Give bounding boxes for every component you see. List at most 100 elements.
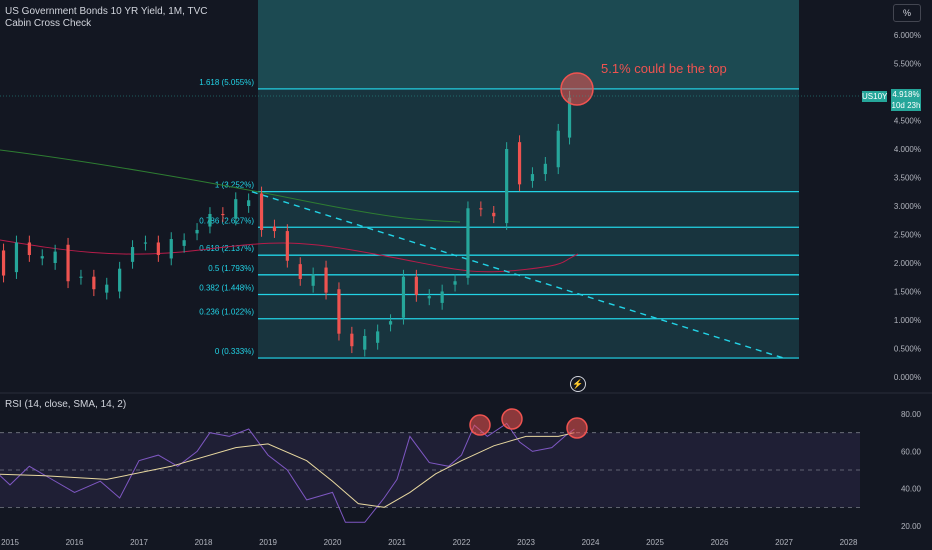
- bar-countdown: 10d 23h: [891, 101, 921, 110]
- candle-body: [556, 130, 560, 168]
- candle-body: [376, 331, 380, 343]
- candle-body: [466, 208, 470, 278]
- fib-level-label: 0.382 (1.448%): [199, 283, 254, 292]
- candle-body: [208, 213, 212, 227]
- ma-long-line: [0, 149, 461, 223]
- x-tick-label: 2023: [517, 538, 535, 547]
- candle-body: [143, 242, 148, 244]
- x-tick-label: 2019: [259, 538, 277, 547]
- candle-body: [66, 244, 70, 282]
- x-tick-label: 2015: [1, 538, 19, 547]
- candle-body: [156, 242, 160, 256]
- x-tick-label: 2021: [388, 538, 406, 547]
- candle-body: [492, 212, 496, 217]
- candle-body: [53, 251, 57, 263]
- y-tick-label: 3.000%: [894, 202, 921, 211]
- rsi-highlight-circle: [501, 408, 523, 430]
- rsi-y-tick-label: 80.00: [901, 410, 922, 419]
- candle-body: [363, 335, 367, 350]
- rsi-highlight-circle: [566, 417, 588, 439]
- fib-extension-zone: [258, 0, 799, 88]
- rsi-label: RSI (14, close, SMA, 14, 2): [5, 399, 127, 410]
- y-tick-label: 3.500%: [894, 174, 921, 183]
- rsi-y-tick-label: 60.00: [901, 447, 922, 456]
- candle-body: [517, 142, 522, 185]
- chart-title: US Government Bonds 10 YR Yield, 1M, TVC: [5, 6, 208, 17]
- candle-body: [118, 268, 122, 292]
- candle-body: [247, 200, 251, 206]
- candle-body: [324, 267, 328, 293]
- candle-body: [27, 242, 31, 256]
- y-tick-label: 2.500%: [894, 231, 921, 240]
- fib-level-label: 0.236 (1.022%): [199, 308, 254, 317]
- candle-body: [92, 276, 96, 290]
- y-tick-label: 0.500%: [894, 345, 921, 354]
- x-tick-label: 2027: [775, 538, 793, 547]
- fib-level-label: 1.618 (5.055%): [199, 78, 254, 87]
- candle-body: [259, 193, 264, 230]
- x-tick-label: 2016: [66, 538, 84, 547]
- fib-level-label: 0.786 (2.627%): [199, 216, 254, 225]
- x-tick-label: 2017: [130, 538, 148, 547]
- candle-body: [440, 291, 444, 303]
- candle-body: [337, 289, 341, 334]
- candle-body: [1, 250, 6, 276]
- price-value: 4.918%: [892, 90, 920, 99]
- rsi-ma-line: [0, 432, 575, 508]
- candle-body: [105, 284, 109, 293]
- rsi-y-tick-label: 20.00: [901, 522, 922, 531]
- candle-body: [350, 333, 354, 347]
- x-tick-label: 2025: [646, 538, 664, 547]
- candle-body: [298, 264, 302, 279]
- rsi-highlight-circle: [469, 414, 491, 436]
- y-tick-label: 4.500%: [894, 117, 921, 126]
- candle-body: [401, 276, 406, 318]
- fib-level-label: 0 (0.333%): [215, 347, 254, 356]
- ma-short-line: [0, 239, 579, 273]
- y-tick-label: 2.000%: [894, 259, 921, 268]
- candle-body: [427, 296, 431, 299]
- candle-body: [272, 226, 277, 232]
- y-tick-label: 4.000%: [894, 145, 921, 154]
- fib-level-label: 0.5 (1.793%): [208, 264, 254, 273]
- x-tick-label: 2022: [453, 538, 471, 547]
- lightning-icon[interactable]: ⚡: [570, 376, 586, 392]
- candle-body: [311, 274, 315, 286]
- candle-body: [479, 208, 483, 210]
- x-tick-label: 2026: [711, 538, 729, 547]
- annotation-text: 5.1% could be the top: [601, 61, 727, 76]
- x-tick-label: 2024: [582, 538, 600, 547]
- candle-body: [14, 242, 19, 273]
- rsi-line: [0, 422, 575, 523]
- rsi-band: [0, 432, 860, 508]
- candle-body: [195, 229, 199, 234]
- candle-body: [169, 239, 173, 259]
- x-tick-label: 2028: [840, 538, 858, 547]
- candle-body: [221, 213, 225, 216]
- symbol-tag: US10Y: [862, 91, 888, 102]
- indicator-label: Cabin Cross Check: [5, 18, 92, 29]
- fib-level-label: 1 (3.252%): [215, 181, 254, 190]
- candle-body: [505, 149, 509, 224]
- fib-level-label: 0.618 (2.137%): [199, 244, 254, 253]
- trendline-dashed: [251, 191, 785, 359]
- percent-scale-button[interactable]: %: [893, 4, 921, 22]
- top-highlight-circle: [560, 72, 594, 106]
- x-tick-label: 2018: [195, 538, 213, 547]
- candle-body: [234, 199, 238, 219]
- candle-body: [40, 256, 44, 259]
- candle-body: [567, 97, 572, 138]
- y-tick-label: 1.000%: [894, 316, 921, 325]
- candle-body: [130, 247, 135, 262]
- candle-body: [453, 281, 457, 285]
- y-tick-label: 5.500%: [894, 60, 921, 69]
- candle-body: [543, 163, 547, 175]
- candle-body: [530, 174, 535, 181]
- y-tick-label: 0.000%: [894, 373, 921, 382]
- y-tick-label: 1.500%: [894, 288, 921, 297]
- candle-body: [414, 276, 418, 295]
- y-tick-label: 6.000%: [894, 31, 921, 40]
- candle-body: [285, 231, 289, 261]
- x-tick-label: 2020: [324, 538, 342, 547]
